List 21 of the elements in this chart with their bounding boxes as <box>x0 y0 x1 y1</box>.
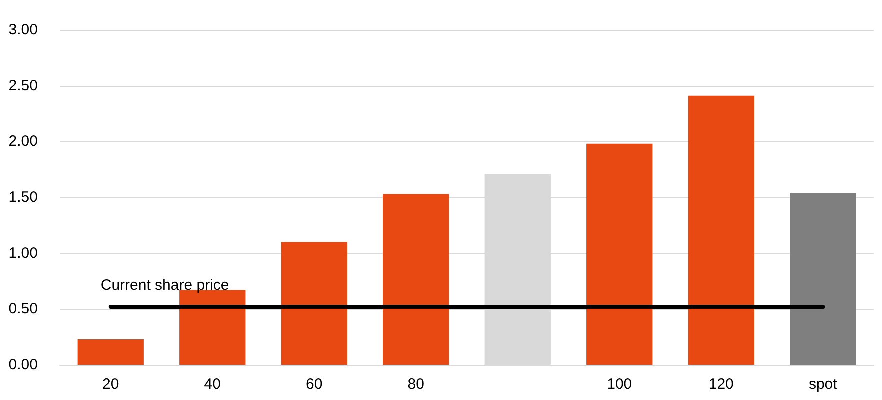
bar <box>688 96 754 365</box>
bar <box>586 144 653 365</box>
bar <box>790 193 856 365</box>
bar <box>78 339 144 365</box>
x-tick-label: 40 <box>204 376 221 393</box>
y-tick-label: 0.50 <box>8 300 38 318</box>
y-tick-label: 2.50 <box>8 77 38 94</box>
x-tick-label: 120 <box>708 376 734 393</box>
y-tick-label: 2.00 <box>8 133 38 150</box>
ref-line-label: Current share price <box>100 276 230 294</box>
bar <box>383 194 450 365</box>
x-tick-label: 80 <box>408 376 424 393</box>
x-tick-label: 100 <box>607 376 632 393</box>
y-tick-label: 0.00 <box>8 356 38 374</box>
x-tick-label: spot <box>808 376 838 393</box>
y-tick-label: 1.50 <box>8 189 38 206</box>
x-tick-label: 20 <box>102 376 120 393</box>
bar <box>281 242 348 365</box>
x-tick-label: 60 <box>306 376 323 393</box>
y-tick-label: 3.00 <box>8 22 38 38</box>
y-tick-label: 1.00 <box>8 244 38 262</box>
